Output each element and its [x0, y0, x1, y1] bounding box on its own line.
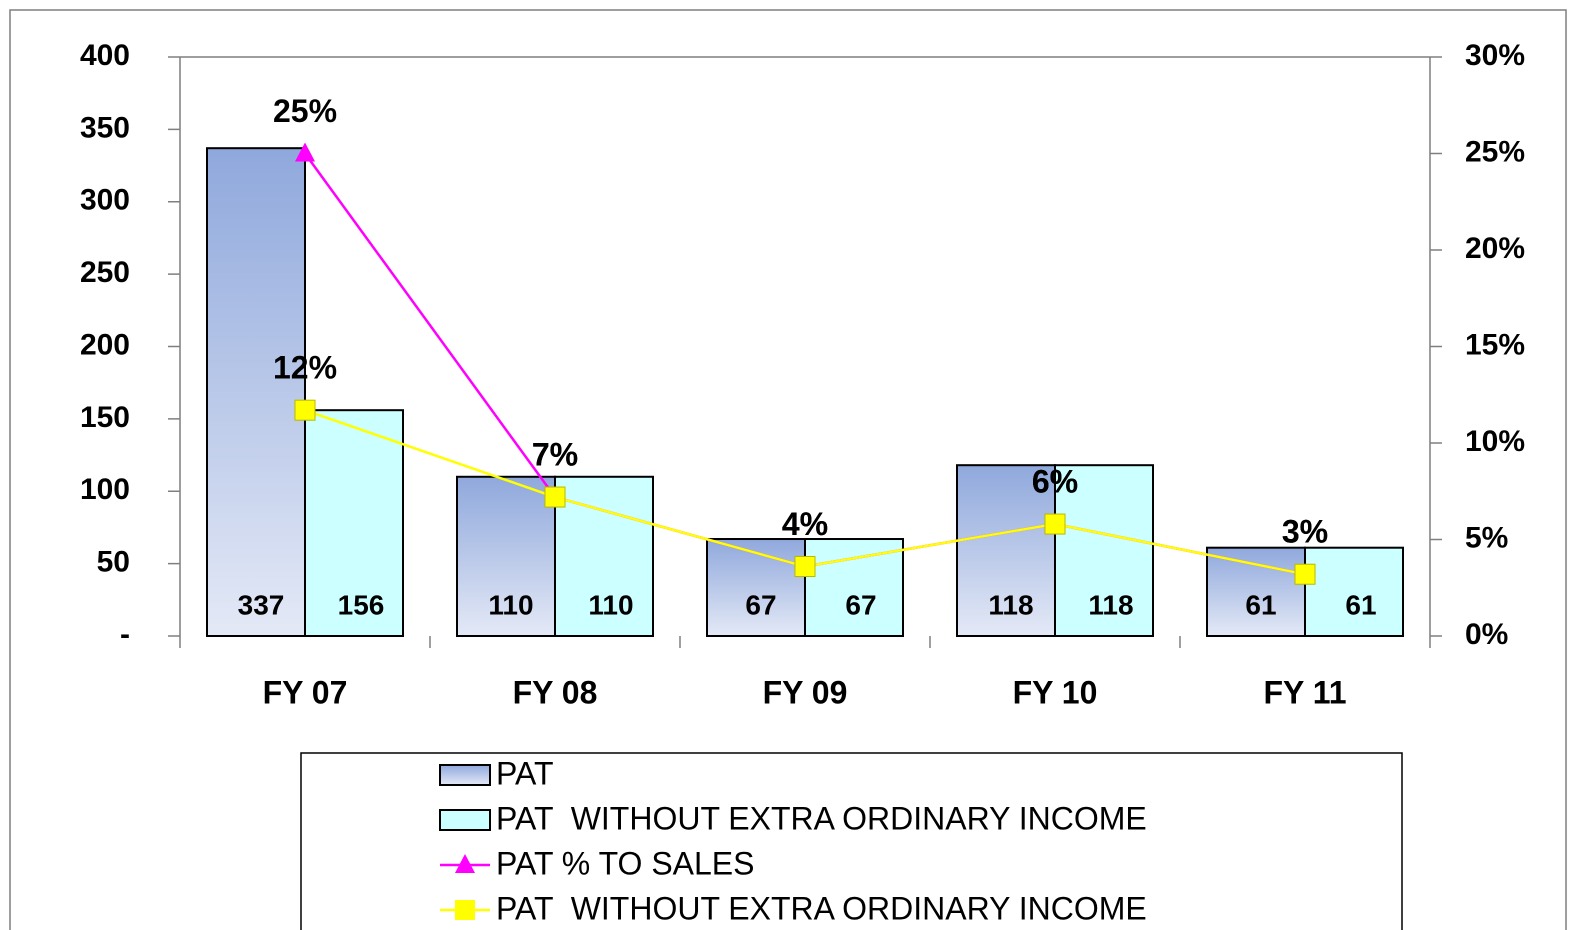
point-label: 7% — [532, 436, 578, 472]
point-label: 3% — [1282, 514, 1328, 550]
bar — [456, 475, 556, 637]
y-tick-label: 400 — [80, 39, 130, 72]
y-tick-label: 250 — [80, 256, 130, 289]
bar-value-label: 337 — [238, 589, 285, 620]
legend-label: PAT — [496, 755, 553, 791]
marker — [1044, 513, 1066, 535]
bar-value-label: 118 — [988, 589, 1033, 620]
legend-marker — [455, 900, 475, 920]
y-tick-label: 100 — [80, 473, 130, 506]
point-label: 3% — [1282, 514, 1328, 550]
point-label: 7% — [532, 436, 578, 472]
bar — [1304, 546, 1404, 638]
marker — [295, 142, 315, 162]
bar-value-label: 67 — [745, 589, 776, 620]
marker — [294, 399, 316, 421]
legend-swatch — [439, 764, 491, 786]
y2-tick-label: 25% — [1465, 135, 1525, 168]
legend-label: PAT % TO SALES — [496, 845, 754, 881]
y-tick-label: 350 — [80, 111, 130, 144]
bar-value-label: 110 — [588, 589, 633, 620]
y-tick-label: 50 — [97, 546, 130, 579]
y-tick-label: 300 — [80, 184, 130, 217]
y-tick-label: 150 — [80, 401, 130, 434]
legend-label: PAT WITHOUT EXTRA ORDINARY INCOME — [496, 800, 1147, 836]
bar-value-label: 61 — [1345, 589, 1376, 620]
bar — [206, 147, 306, 637]
bar-value-label: 118 — [1088, 589, 1133, 620]
x-tick-label: FY 08 — [513, 674, 598, 710]
chart-frame — [9, 9, 1567, 930]
legend-marker — [455, 854, 475, 873]
x-tick-label: FY 09 — [763, 674, 848, 710]
x-tick-label: FY 11 — [1263, 674, 1346, 710]
bar — [956, 464, 1056, 637]
marker — [1294, 563, 1316, 585]
point-label: 4% — [782, 506, 828, 542]
bar-value-label: 110 — [488, 589, 533, 620]
y-tick-label: 200 — [80, 328, 130, 361]
legend-swatch — [439, 809, 491, 831]
y2-tick-label: 30% — [1465, 39, 1525, 72]
marker — [544, 486, 566, 508]
x-tick-label: FY 10 — [1013, 674, 1098, 710]
point-label: 4% — [782, 506, 828, 542]
bar — [804, 538, 904, 638]
bar — [304, 409, 404, 637]
bar — [706, 538, 806, 638]
point-label: 6% — [1032, 464, 1078, 500]
y2-tick-label: 10% — [1465, 425, 1525, 458]
x-tick-label: FY 07 — [263, 674, 348, 710]
point-label: 12% — [273, 350, 337, 386]
legend-label: PAT WITHOUT EXTRA ORDINARY INCOME — [496, 890, 1147, 926]
bar-value-label: 156 — [338, 589, 385, 620]
y2-tick-label: 5% — [1465, 521, 1508, 554]
bar-value-label: 61 — [1245, 589, 1276, 620]
bar — [1206, 546, 1306, 638]
bar — [1054, 464, 1154, 637]
y2-tick-label: 15% — [1465, 328, 1525, 361]
y-tick-label: - — [120, 618, 130, 651]
bar-value-label: 67 — [845, 589, 876, 620]
bar — [554, 475, 654, 637]
y2-tick-label: 0% — [1465, 618, 1508, 651]
point-label: 25% — [273, 93, 337, 129]
marker — [794, 556, 816, 578]
y2-tick-label: 20% — [1465, 232, 1525, 265]
point-label: 6% — [1032, 464, 1078, 500]
